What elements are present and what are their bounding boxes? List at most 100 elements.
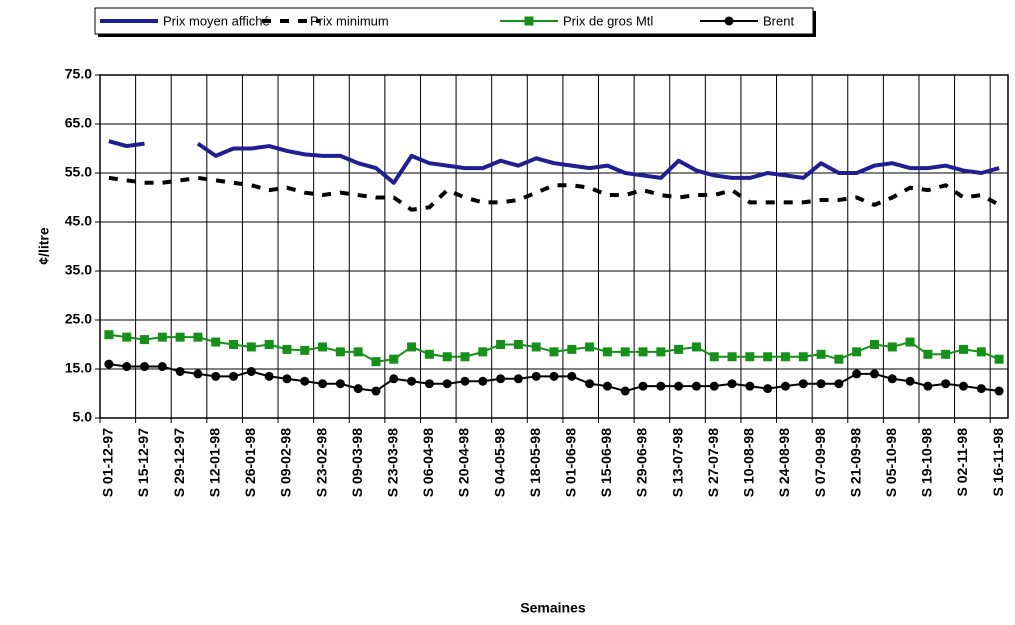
data-point (157, 332, 167, 342)
y-tick-label: 45.0 (65, 213, 92, 229)
data-point (887, 374, 897, 384)
data-point (389, 374, 399, 384)
x-tick-label: S 23-02-98 (313, 428, 329, 497)
data-point (798, 352, 808, 362)
data-point (567, 371, 577, 381)
data-point (513, 340, 523, 349)
data-point (923, 381, 933, 391)
data-point (531, 342, 541, 352)
data-point (958, 344, 968, 354)
x-axis-label: Semaines (520, 600, 586, 616)
data-point (674, 344, 684, 354)
data-point (407, 376, 417, 386)
y-tick-label: 75.0 (65, 66, 92, 82)
data-point (175, 366, 185, 376)
data-point (318, 379, 328, 389)
data-point (994, 386, 1004, 396)
data-point (976, 347, 986, 357)
x-tick-label: S 10-08-98 (741, 428, 757, 497)
data-point (976, 384, 986, 394)
data-point (887, 342, 897, 352)
data-point (727, 379, 737, 389)
data-point (104, 359, 114, 369)
data-point (353, 347, 363, 357)
y-tick-label: 25.0 (65, 311, 92, 327)
data-point (620, 347, 630, 357)
x-tick-label: S 20-04-98 (456, 428, 472, 497)
data-point (585, 342, 595, 352)
legend-marker (524, 16, 534, 26)
data-point (602, 347, 612, 357)
data-point (709, 352, 719, 362)
data-point (905, 337, 915, 347)
data-point (211, 337, 221, 347)
data-point (905, 376, 915, 386)
data-point (282, 344, 292, 354)
y-axis-label: ¢/litre (36, 227, 52, 265)
x-tick-label: S 07-09-98 (812, 428, 828, 497)
data-point (229, 371, 239, 381)
data-point (193, 369, 203, 379)
data-point (496, 374, 506, 384)
data-point (994, 354, 1004, 364)
plot-area (100, 75, 1008, 418)
x-tick-label: S 23-03-98 (384, 428, 400, 497)
data-point (691, 342, 701, 352)
legend-label: Prix de gros Mtl (563, 13, 653, 28)
data-point (745, 352, 755, 362)
data-point (157, 362, 167, 372)
data-point (816, 379, 826, 389)
data-point (513, 374, 523, 384)
data-point (727, 352, 737, 362)
data-point (869, 340, 879, 349)
data-point (335, 379, 345, 389)
data-point (549, 347, 559, 357)
series-line (108, 175, 1001, 212)
x-tick-label: S 06-04-98 (420, 428, 436, 497)
data-point (104, 330, 114, 340)
data-point (229, 340, 239, 349)
x-tick-label: S 29-06-98 (634, 428, 650, 497)
data-point (122, 332, 132, 342)
data-point (122, 362, 132, 372)
x-tick-label: S 09-02-98 (278, 428, 294, 497)
data-point (460, 352, 470, 362)
x-tick-label: S 09-03-98 (349, 428, 365, 497)
data-point (389, 354, 399, 364)
data-point (656, 347, 666, 357)
data-point (371, 386, 381, 396)
data-point (460, 376, 470, 386)
series-line (108, 139, 1000, 185)
data-point (246, 342, 256, 352)
data-point (763, 384, 773, 394)
data-point (264, 340, 274, 349)
data-point (638, 347, 648, 357)
x-tick-label: S 29-12-97 (171, 428, 187, 497)
data-point (424, 349, 434, 359)
data-point (175, 332, 185, 342)
x-tick-label: S 01-12-97 (100, 428, 116, 497)
x-tick-label: S 21-09-98 (847, 428, 863, 497)
data-point (140, 335, 150, 345)
y-tick-label: 55.0 (65, 164, 92, 180)
data-point (282, 374, 292, 384)
x-tick-label: S 27-07-98 (705, 428, 721, 497)
data-point (442, 379, 452, 389)
data-point (780, 381, 790, 391)
data-point (496, 340, 506, 349)
data-point (549, 371, 559, 381)
data-point (834, 354, 844, 364)
data-point (852, 369, 862, 379)
legend-label: Prix minimum (310, 13, 389, 28)
data-point (318, 342, 328, 352)
x-tick-label: S 26-01-98 (242, 428, 258, 497)
data-point (531, 371, 541, 381)
data-point (567, 344, 577, 354)
legend-marker (724, 16, 734, 26)
legend-label: Brent (763, 13, 794, 28)
x-tick-label: S 13-07-98 (669, 428, 685, 497)
data-point (869, 369, 879, 379)
data-point (745, 381, 755, 391)
x-tick-label: S 01-06-98 (563, 428, 579, 497)
